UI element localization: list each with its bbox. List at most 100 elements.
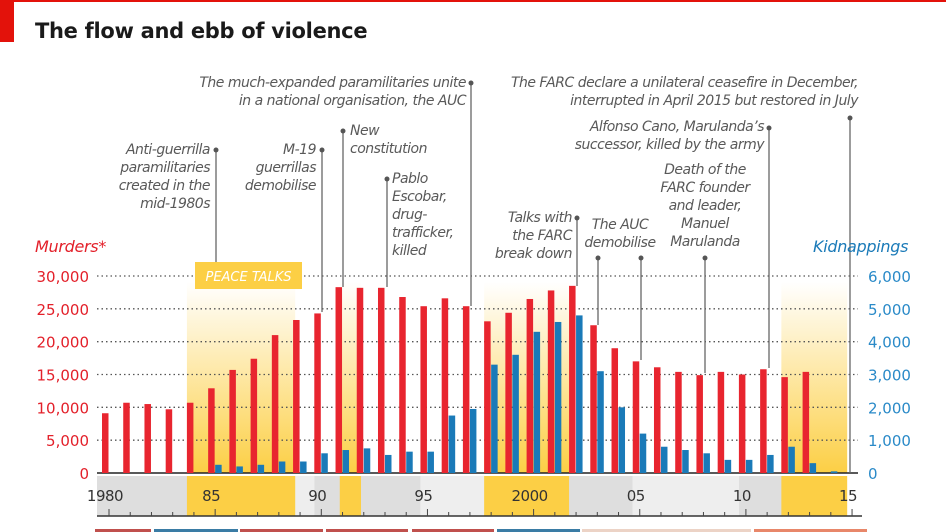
peace-talks-band [484,476,570,516]
brand-tag [0,0,14,42]
kidnappings-bar [745,459,753,473]
murders-bar [696,375,703,473]
murders-bar [377,287,385,473]
annotation-line: Anti-guerrilla [125,142,211,158]
kidnappings-bar [682,450,689,473]
annotation-dot [213,147,219,153]
annotation-cano: Alfonso Cano, Marulanda’s successor, kil… [574,118,765,154]
kidnappings-bar [384,454,392,473]
kidnappings-bar [767,454,774,473]
x-tick-label: 90 [308,487,326,505]
bottom-period-block [326,529,408,532]
murders-bar [462,306,470,473]
murders-tick-label: 0 [79,465,89,483]
annotation-line: created in the [118,178,211,194]
kidnappings-bar [703,453,710,473]
kidnappings-tick-label: 3,000 [868,367,911,385]
murders-tick-label: 25,000 [37,301,90,319]
annotation-line: killed [392,243,427,259]
kidnappings-bar [809,463,817,473]
kidnappings-bar [300,461,307,473]
kidnappings-bar [491,364,498,473]
kidnappings-bar [236,466,243,473]
peace-talks-shading [339,282,362,473]
x-tick-label: 05 [627,487,645,505]
annotation-m19: M-19 guerrillas demobilise [245,141,317,195]
annotation-marulanda: Death of the FARC founder and leader, Ma… [655,161,755,251]
annotation-dot [638,255,644,261]
murders-bar [717,371,725,473]
annotation-line: guerrillas [255,160,317,176]
annotation-line: Escobar, [392,189,447,205]
annotation-line: Alfonso Cano, Marulanda’s [589,119,765,135]
murders-bar [271,335,279,473]
annotation-line: Death of the [664,162,746,178]
murders-bar [484,321,491,473]
annotation-line: Pablo [392,171,428,187]
peace-talks-box [195,262,302,289]
murders-bar [781,377,788,473]
annotation-line: the FARC [512,228,572,244]
murders-bar [335,287,343,473]
kidnappings-bar [788,446,795,473]
murders-bar [675,371,682,473]
murders-tick-label: 30,000 [37,268,90,286]
bottom-period-block [497,529,580,532]
kidnappings-bar [363,448,371,473]
murders-bar [250,358,258,473]
murders-tick-label: 5,000 [46,432,89,450]
x-tick-label: 15 [839,487,857,505]
murders-bar [526,298,534,473]
murders-bar [420,306,427,473]
bottom-period-block [754,529,867,532]
kidnappings-bar [724,459,732,473]
murders-bar [123,402,130,473]
kidnappings-bar [406,451,413,473]
annotation-dot [340,128,346,134]
murders-bar [653,367,661,473]
murders-bar [738,374,746,473]
kidnappings-bar [448,415,456,473]
murders-bar [399,297,406,473]
murders-bar [802,371,810,473]
peace-talks-shading [186,282,296,473]
axis-band [632,476,739,516]
kidnappings-bar [660,446,668,473]
kidnappings-bar [597,371,604,473]
annotation-line: and leader, [668,198,742,214]
annotation-paramilitaries: Anti-guerrilla paramilitaries created in… [118,141,211,213]
murders-bar [441,298,449,473]
chart-title: The flow and ebb of violence [35,19,368,43]
murders-bar [611,348,619,473]
annotation-line: New [350,123,380,139]
annotation-escobar: Pablo Escobar, drug- trafficker, killed [392,170,454,260]
murders-bar [356,287,364,473]
x-tick-label: 10 [733,487,751,505]
annotation-dot [384,176,390,182]
murders-bar [293,319,300,473]
annotation-line: break down [494,246,573,262]
kidnappings-tick-label: 1,000 [868,432,911,450]
kidnappings-bar [342,450,350,473]
bottom-period-block [154,529,238,532]
annotation-dot [468,80,474,86]
peace-talks-shading [781,282,848,473]
peace-talks-band [186,476,296,516]
bottom-period-block [412,529,494,532]
kidnappings-bar [257,464,265,473]
kidnappings-tick-label: 0 [868,465,878,483]
annotation-dot [847,115,853,121]
murders-bar [590,325,597,473]
kidnappings-axis-label: Kidnappings [813,237,909,256]
annotation-dot [766,125,772,131]
kidnappings-tick-label: 6,000 [868,268,911,286]
annotation-line: mid-1980s [140,196,210,212]
murders-bar [760,369,767,473]
annotation-auc-demobilise: The AUC demobilise [582,216,658,252]
murders-bar [314,313,321,473]
annotation-line: successor, killed by the army [574,137,765,153]
bottom-period-block [95,529,151,532]
murders-tick-label: 10,000 [37,399,90,417]
annotation-line: FARC founder [660,180,750,196]
